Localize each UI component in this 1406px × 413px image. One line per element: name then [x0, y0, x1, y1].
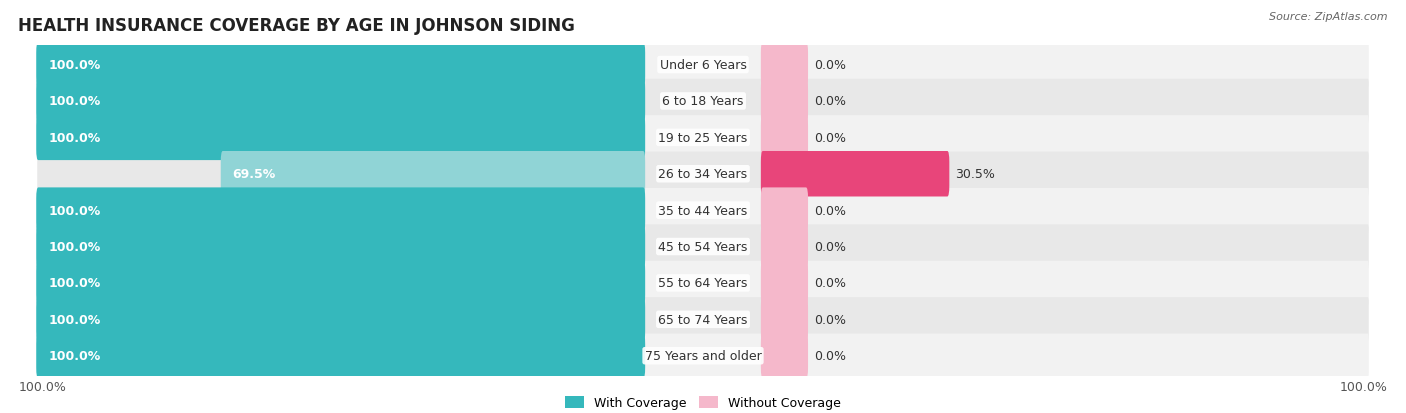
Legend: With Coverage, Without Coverage: With Coverage, Without Coverage [565, 396, 841, 409]
FancyBboxPatch shape [761, 261, 808, 306]
FancyBboxPatch shape [37, 79, 645, 124]
Text: 100.0%: 100.0% [48, 313, 100, 326]
FancyBboxPatch shape [761, 188, 808, 233]
FancyBboxPatch shape [761, 297, 808, 342]
Text: 30.5%: 30.5% [955, 168, 995, 181]
FancyBboxPatch shape [221, 152, 645, 197]
Text: 0.0%: 0.0% [814, 277, 846, 290]
FancyBboxPatch shape [37, 116, 1369, 160]
Text: 100.0%: 100.0% [48, 95, 100, 108]
FancyBboxPatch shape [37, 188, 1369, 233]
Text: 75 Years and older: 75 Years and older [644, 349, 762, 362]
Text: Under 6 Years: Under 6 Years [659, 59, 747, 72]
FancyBboxPatch shape [761, 79, 808, 124]
FancyBboxPatch shape [37, 43, 1369, 88]
FancyBboxPatch shape [37, 334, 1369, 378]
FancyBboxPatch shape [761, 115, 808, 161]
Text: 0.0%: 0.0% [814, 204, 846, 217]
Text: 0.0%: 0.0% [814, 349, 846, 362]
FancyBboxPatch shape [37, 297, 645, 342]
Text: 0.0%: 0.0% [814, 240, 846, 254]
Text: 0.0%: 0.0% [814, 59, 846, 72]
FancyBboxPatch shape [37, 225, 1369, 269]
Text: 65 to 74 Years: 65 to 74 Years [658, 313, 748, 326]
Text: 100.0%: 100.0% [48, 59, 100, 72]
Text: 45 to 54 Years: 45 to 54 Years [658, 240, 748, 254]
FancyBboxPatch shape [37, 297, 1369, 342]
FancyBboxPatch shape [761, 43, 808, 88]
FancyBboxPatch shape [37, 333, 645, 379]
Text: 55 to 64 Years: 55 to 64 Years [658, 277, 748, 290]
FancyBboxPatch shape [761, 333, 808, 379]
Text: Source: ZipAtlas.com: Source: ZipAtlas.com [1270, 12, 1388, 22]
FancyBboxPatch shape [37, 152, 1369, 197]
FancyBboxPatch shape [37, 188, 645, 233]
FancyBboxPatch shape [761, 224, 808, 270]
Text: 100.0%: 100.0% [18, 380, 66, 393]
Text: 100.0%: 100.0% [48, 204, 100, 217]
Text: 100.0%: 100.0% [1340, 380, 1388, 393]
Text: 0.0%: 0.0% [814, 313, 846, 326]
Text: 26 to 34 Years: 26 to 34 Years [658, 168, 748, 181]
Text: 69.5%: 69.5% [233, 168, 276, 181]
Text: 19 to 25 Years: 19 to 25 Years [658, 131, 748, 145]
Text: 0.0%: 0.0% [814, 95, 846, 108]
Text: 100.0%: 100.0% [48, 240, 100, 254]
FancyBboxPatch shape [37, 261, 1369, 305]
FancyBboxPatch shape [37, 43, 645, 88]
Text: 6 to 18 Years: 6 to 18 Years [662, 95, 744, 108]
FancyBboxPatch shape [37, 224, 645, 270]
Text: 0.0%: 0.0% [814, 131, 846, 145]
Text: 100.0%: 100.0% [48, 131, 100, 145]
FancyBboxPatch shape [37, 80, 1369, 124]
Text: 35 to 44 Years: 35 to 44 Years [658, 204, 748, 217]
Text: 100.0%: 100.0% [48, 349, 100, 362]
FancyBboxPatch shape [37, 115, 645, 161]
Text: 100.0%: 100.0% [48, 277, 100, 290]
FancyBboxPatch shape [761, 152, 949, 197]
Text: HEALTH INSURANCE COVERAGE BY AGE IN JOHNSON SIDING: HEALTH INSURANCE COVERAGE BY AGE IN JOHN… [18, 17, 575, 34]
FancyBboxPatch shape [37, 261, 645, 306]
